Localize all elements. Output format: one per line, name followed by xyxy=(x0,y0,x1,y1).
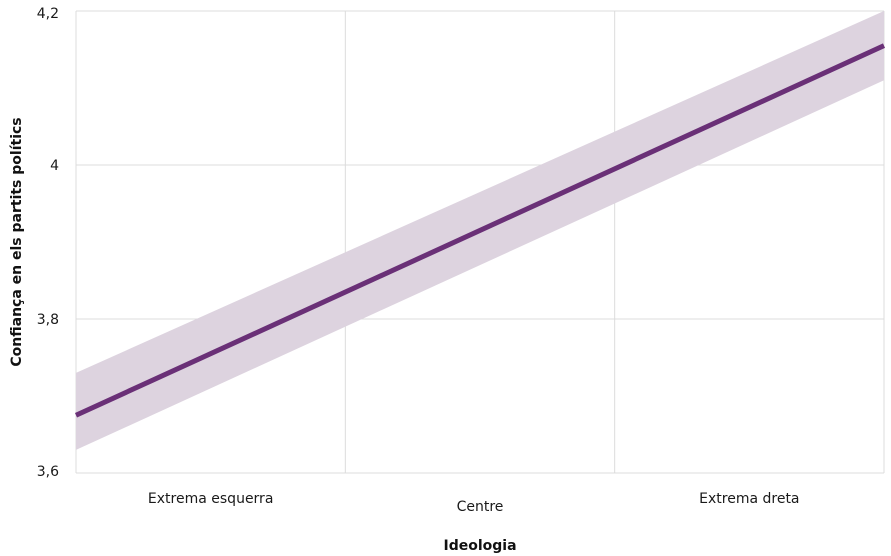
x-tick-label: Extrema dreta xyxy=(699,491,799,507)
x-tick-label: Centre xyxy=(457,499,504,515)
y-axis-ticks: 3,6 3,8 4 4,2 xyxy=(37,6,59,480)
y-axis-title: Confiança en els partits polítics xyxy=(9,117,25,366)
x-tick-label: Extrema esquerra xyxy=(148,491,273,507)
y-tick-label: 3,6 xyxy=(37,464,59,480)
y-tick-label: 4,2 xyxy=(37,6,59,22)
series-line xyxy=(74,43,886,418)
x-axis-title: Ideologia xyxy=(443,538,516,554)
y-tick-label: 3,8 xyxy=(37,312,59,328)
y-tick-label: 4 xyxy=(50,158,59,174)
x-axis-ticks: Extrema esquerra Centre Extrema dreta xyxy=(148,491,800,515)
